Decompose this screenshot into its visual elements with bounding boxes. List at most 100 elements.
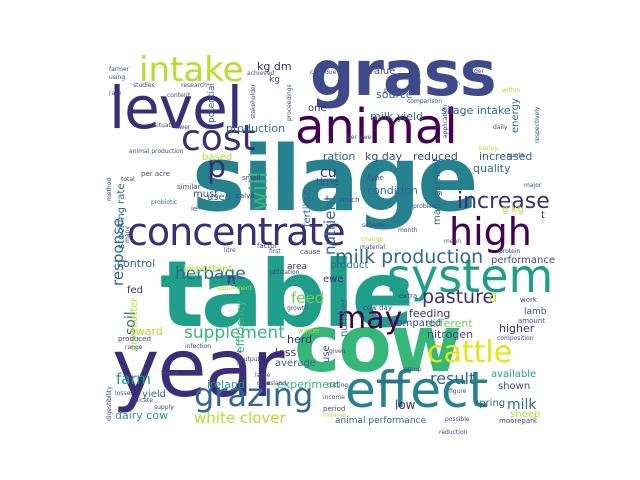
cloud-word: higher: [499, 322, 535, 335]
cloud-word: major: [524, 182, 542, 189]
cloud-word: reduced: [413, 150, 458, 163]
cloud-word: d: [489, 291, 498, 306]
cloud-word: concentrate: [127, 210, 346, 254]
cloud-word: milk production: [335, 246, 484, 268]
cloud-word: ie: [191, 205, 198, 213]
cloud-word: composition: [497, 335, 534, 342]
cloud-word: used: [207, 192, 232, 203]
cloud-word: research: [181, 82, 207, 89]
cloud-word: quality: [473, 162, 511, 175]
cloud-word: cause: [300, 248, 321, 256]
cloud-word: grazing: [194, 376, 314, 414]
cloud-word: animal production: [129, 148, 184, 155]
cloud-word: extra: [399, 292, 418, 300]
cloud-word: stakeholder: [250, 83, 257, 119]
cloud-word: system: [387, 249, 554, 303]
cloud-word: period: [323, 405, 346, 413]
cloud-word: pasture: [422, 286, 495, 308]
cloud-word: situation: [154, 122, 181, 129]
cloud-word: average: [275, 358, 316, 369]
cloud-word: produce: [384, 87, 409, 94]
cloud-word: management: [432, 158, 443, 225]
cloud-word: white clover: [194, 409, 286, 427]
cloud-word: ration: [323, 150, 356, 163]
cloud-word: one: [308, 103, 327, 114]
cloud-word: level: [109, 74, 243, 142]
cloud-word: potential: [207, 82, 217, 123]
cloud-word: proceedings: [286, 84, 293, 121]
cloud-word: condition: [367, 184, 418, 197]
cloud-word: kg: [269, 75, 280, 85]
cloud-word: losses: [115, 390, 134, 397]
cloud-word: grassland: [257, 380, 287, 387]
cloud-word: month: [398, 227, 418, 234]
cloud-word: litre: [224, 247, 236, 254]
cloud-word: cost: [181, 118, 256, 159]
cloud-word: feeding: [409, 307, 451, 320]
cloud-word: nutrient: [321, 195, 339, 255]
cloud-word: nitrogen: [427, 328, 474, 341]
cloud-word: factor: [257, 242, 278, 250]
cloud-word: method: [106, 177, 113, 201]
cloud-word: similar: [177, 183, 201, 191]
cloud-word: grass: [310, 43, 497, 110]
cloud-word: output: [240, 356, 260, 363]
cloud-word: respectively: [534, 106, 541, 143]
cloud-word: range: [125, 344, 143, 351]
cloud-word: dairy cow: [115, 409, 169, 422]
cloud-word: energy: [510, 98, 521, 133]
cloud-word: winter: [298, 327, 321, 335]
cloud-word: problem: [413, 203, 438, 210]
cloud-word: present: [380, 379, 403, 386]
cloud-word: feed: [291, 289, 325, 307]
cloud-word: based: [202, 152, 233, 163]
cloud-word: sheep: [510, 409, 541, 420]
cloud-word: found: [161, 370, 179, 377]
cloud-word: form: [446, 80, 460, 87]
cloud-word: increase: [457, 189, 550, 214]
cloud-word: may: [337, 301, 403, 336]
cloud-word: table: [160, 241, 414, 348]
cloud-word: t: [541, 210, 545, 221]
cloud-word: result: [430, 369, 476, 388]
cloud-word: quota: [507, 152, 525, 159]
cloud-word: value: [368, 66, 396, 77]
cloud-word: milk: [507, 397, 537, 413]
cloud-word: low: [395, 398, 416, 412]
cloud-word: income: [323, 394, 345, 401]
cloud-word: within: [502, 87, 521, 94]
cloud-word: land: [408, 79, 421, 86]
cloud-word: small: [242, 174, 261, 182]
cloud-word: cu: [320, 165, 337, 181]
cloud-word: digestibility: [106, 386, 113, 421]
cloud-word: produced: [118, 335, 151, 343]
cloud-word: per ewe: [347, 134, 372, 141]
cloud-word: much: [340, 196, 360, 204]
cloud-word: supplement: [184, 323, 285, 343]
cloud-word: efficiency: [234, 300, 247, 353]
cloud-word: total: [121, 176, 135, 183]
cloud-word: figure: [449, 388, 467, 395]
cloud-word: large: [255, 372, 271, 379]
cloud-word: achieved: [247, 70, 275, 77]
cloud-word: lamb: [524, 307, 547, 317]
cloud-word: compared: [391, 318, 442, 329]
cloud-word: first: [269, 248, 281, 255]
cloud-word: material: [360, 244, 386, 251]
cloud-word: fed: [127, 285, 144, 296]
cloud-word: barley: [479, 145, 498, 152]
cloud-word: change: [361, 236, 384, 243]
cloud-word: experiment: [277, 378, 341, 391]
cloud-word: performance: [491, 255, 556, 266]
cloud-word: ewe: [323, 274, 344, 285]
cloud-word: animal performance: [335, 416, 427, 426]
cloud-word: daily: [493, 124, 508, 131]
cloud-word: infection: [185, 343, 212, 350]
cloud-word: moorepark: [499, 417, 538, 425]
cloud-word: farmer: [109, 66, 130, 73]
cloud-word: kg dm: [257, 60, 292, 73]
cloud-word: shown: [498, 381, 531, 392]
cloud-word: important: [183, 264, 233, 275]
cloud-word: effect: [345, 361, 489, 419]
cloud-word: kg day: [365, 150, 403, 163]
